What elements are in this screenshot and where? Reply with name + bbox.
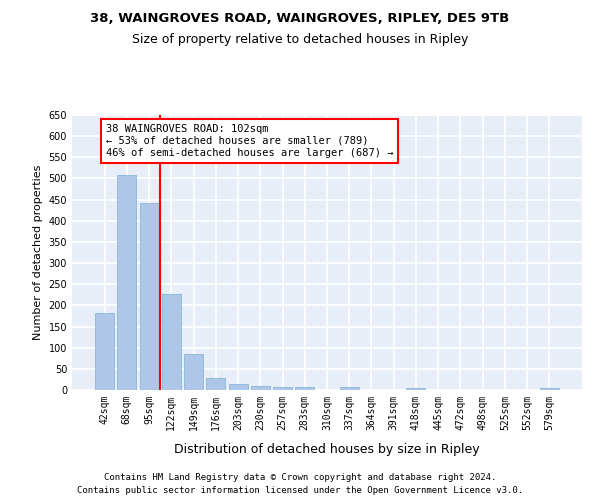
Bar <box>184 354 203 390</box>
Bar <box>162 294 181 390</box>
Bar <box>540 388 559 390</box>
Text: 38 WAINGROVES ROAD: 102sqm
← 53% of detached houses are smaller (789)
46% of sem: 38 WAINGROVES ROAD: 102sqm ← 53% of deta… <box>106 124 393 158</box>
Text: Size of property relative to detached houses in Ripley: Size of property relative to detached ho… <box>132 32 468 46</box>
Text: Contains HM Land Registry data © Crown copyright and database right 2024.: Contains HM Land Registry data © Crown c… <box>104 472 496 482</box>
Text: 38, WAINGROVES ROAD, WAINGROVES, RIPLEY, DE5 9TB: 38, WAINGROVES ROAD, WAINGROVES, RIPLEY,… <box>91 12 509 26</box>
Text: Contains public sector information licensed under the Open Government Licence v3: Contains public sector information licen… <box>77 486 523 495</box>
Bar <box>340 387 359 390</box>
Bar <box>229 384 248 390</box>
Bar <box>295 387 314 390</box>
Bar <box>273 387 292 390</box>
Bar <box>251 386 270 390</box>
Y-axis label: Number of detached properties: Number of detached properties <box>33 165 43 340</box>
Bar <box>206 378 225 390</box>
Bar <box>118 174 136 390</box>
Bar <box>140 204 158 390</box>
Bar <box>406 388 425 390</box>
Text: Distribution of detached houses by size in Ripley: Distribution of detached houses by size … <box>174 442 480 456</box>
Bar <box>95 314 114 390</box>
